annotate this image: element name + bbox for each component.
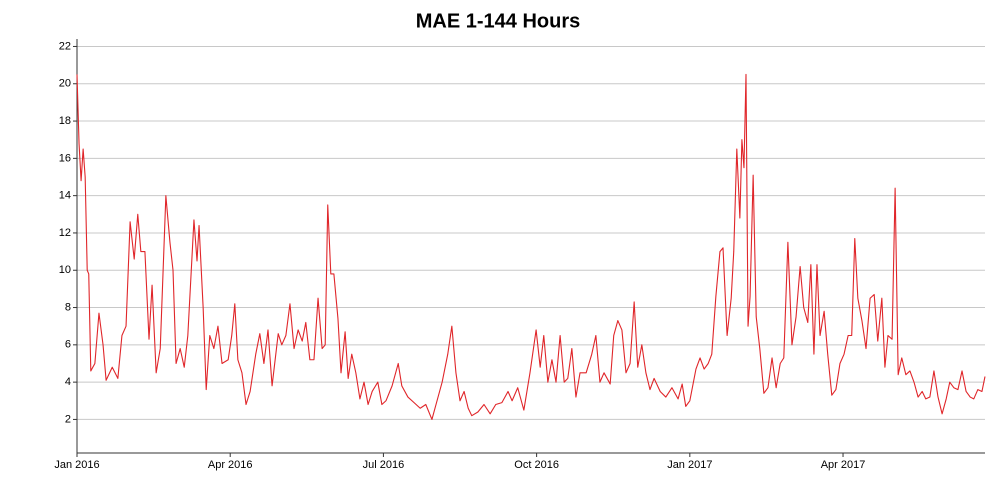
- y-tick-label: 10: [59, 264, 71, 276]
- y-tick-label: 14: [59, 190, 71, 202]
- x-tick-label: Jan 2017: [667, 459, 712, 471]
- chart-title: MAE 1-144 Hours: [416, 10, 581, 32]
- data-line: [76, 73, 986, 420]
- y-tick-label: 8: [65, 301, 71, 313]
- y-tick-label: 16: [59, 152, 71, 164]
- y-tick-label: 22: [59, 40, 71, 52]
- y-tick-label: 2: [65, 413, 71, 425]
- y-tick-label: 4: [65, 376, 71, 388]
- x-tick-label: Jul 2016: [363, 459, 405, 471]
- x-tick-label: Apr 2017: [821, 459, 866, 471]
- y-tick-label: 18: [59, 115, 71, 127]
- x-tick-label: Jan 2016: [54, 459, 99, 471]
- x-tick-label: Oct 2016: [514, 459, 559, 471]
- x-tick-label: Apr 2016: [208, 459, 253, 471]
- y-tick-label: 20: [59, 78, 71, 90]
- y-tick-label: 6: [65, 339, 71, 351]
- y-tick-label: 12: [59, 227, 71, 239]
